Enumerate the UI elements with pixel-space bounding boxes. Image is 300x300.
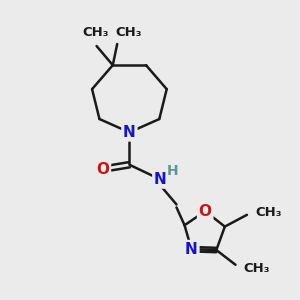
- Text: O: O: [96, 162, 110, 177]
- Text: CH₃: CH₃: [244, 262, 270, 275]
- Text: O: O: [199, 204, 212, 219]
- Text: H: H: [167, 164, 178, 178]
- Text: N: N: [185, 242, 198, 257]
- Text: N: N: [123, 125, 136, 140]
- Text: CH₃: CH₃: [256, 206, 282, 219]
- Text: CH₃: CH₃: [83, 26, 109, 39]
- Text: CH₃: CH₃: [115, 26, 142, 39]
- Text: N: N: [154, 172, 167, 187]
